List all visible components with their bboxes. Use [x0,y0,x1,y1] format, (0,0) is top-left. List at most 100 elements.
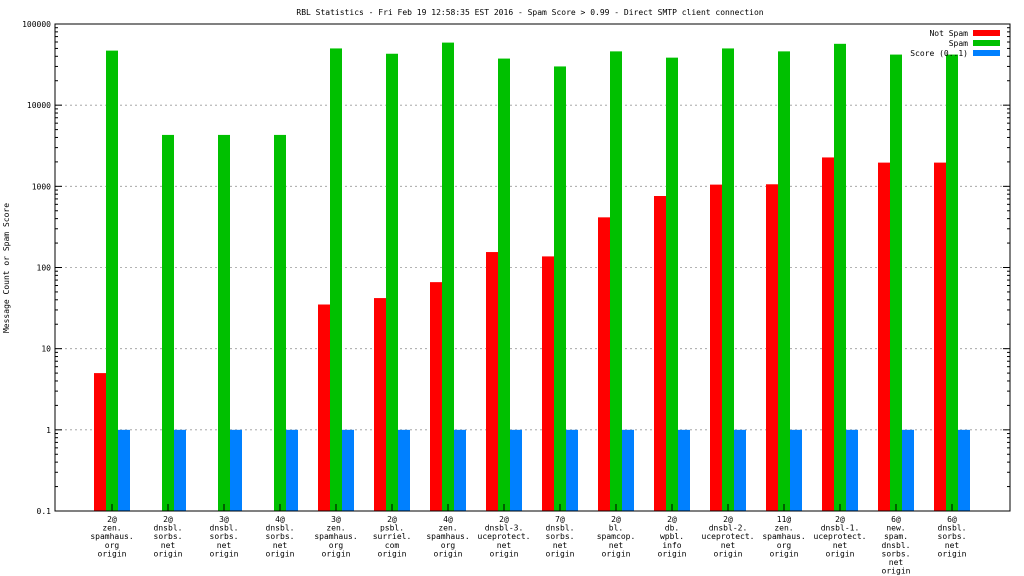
x-tick-label: 11@ zen. spamhaus. org origin [762,515,805,558]
bar-score-0-1 [902,429,914,511]
x-tick-label-line: 2@ [611,515,621,524]
y-tick-label: 0.1 [37,507,52,516]
x-tick-label-line: surriel. [373,532,412,541]
x-tick-label-line: net [553,541,568,550]
x-tick-label: 2@ dnsbl-3. uceprotect. net origin [478,515,531,558]
x-tick-label-line: zen. [438,524,457,533]
x-tick-label-line: origin [938,549,967,558]
x-tick-label-line: wpbl. [660,532,684,541]
grid-lines [55,104,1010,431]
bar-score-0-1 [286,429,298,511]
bar-score-0-1 [846,429,858,511]
x-tick-label-line: dnsbl-1. [821,524,860,533]
x-tick-label-line: 4@ [275,515,285,524]
x-tick-label-line: net [609,541,624,550]
bar-not-spam [374,298,386,511]
bar-spam [498,58,510,511]
x-tick-label-line: new. [886,524,905,533]
x-tick-label-line: org [777,541,792,550]
x-tick-label-line: dnsbl. [154,524,183,533]
x-tick-label-line: net [721,541,736,550]
y-tick-label: 1 [46,426,51,435]
x-tick-label-line: origin [826,549,855,558]
legend-swatch [973,30,1000,36]
bar-score-0-1 [734,429,746,511]
x-tick-label-line: 2@ [835,515,845,524]
x-tick-label-line: sorbs. [546,532,575,541]
x-tick-label-line: 6@ [891,515,901,524]
x-tick-label-line: org [329,541,344,550]
x-tick-label: 3@ dnsbl. sorbs. net origin [210,515,239,558]
x-tick-label-line: spam. [884,532,908,541]
bar-not-spam [766,184,778,511]
bar-spam [442,42,454,511]
legend-swatch [973,50,1000,56]
x-tick-label-line: net [497,541,512,550]
x-tick-label-line: 6@ [947,515,957,524]
bars [94,42,970,512]
x-tick-label: 2@ bl. spamcop. net origin [597,515,636,558]
x-tick-label: 2@ dnsbl-1. uceprotect. net origin [814,515,867,558]
chart-title: RBL Statistics - Fri Feb 19 12:58:35 EST… [296,8,763,17]
bar-score-0-1 [958,429,970,511]
x-tick-label-line: 2@ [387,515,397,524]
x-tick-label-line: net [889,558,904,567]
x-tick-label-line: dnsbl. [938,524,967,533]
bar-not-spam [934,162,946,511]
x-tick-label-line: origin [154,549,183,558]
x-tick-label: 2@ zen. spamhaus. org origin [90,515,133,558]
legend-label: Score (0..1) [910,49,968,58]
bar-score-0-1 [398,429,410,511]
bar-not-spam [878,162,890,511]
bar-spam [386,53,398,511]
x-tick-label: 7@ dnsbl. sorbs. net origin [546,515,575,558]
x-tick-label-line: origin [434,549,463,558]
y-axis-label: Message Count or Spam Score [2,203,11,333]
x-tick-label: 4@ zen. spamhaus. org origin [426,515,469,558]
x-tick-label-line: spamhaus. [90,532,133,541]
x-tick-label-line: 3@ [331,515,341,524]
x-tick-label-line: origin [210,549,239,558]
x-tick-label-line: 3@ [219,515,229,524]
bar-spam [778,51,790,511]
x-tick-label-line: origin [882,567,911,576]
x-tick-label-line: zen. [774,524,793,533]
bar-spam [330,48,342,512]
x-tick-label: 3@ zen. spamhaus. org origin [314,515,357,558]
bar-spam [106,50,118,512]
x-tick-label-line: uceprotect. [702,532,755,541]
bar-score-0-1 [790,429,802,511]
y-tick-label: 1000 [32,182,51,191]
x-tick-label-line: dnsbl. [882,541,911,550]
bar-score-0-1 [230,429,242,511]
x-tick-label-line: dnsbl. [210,524,239,533]
bar-score-0-1 [566,429,578,511]
x-tick-label-line: 7@ [555,515,565,524]
x-tick-label-line: dnsbl. [266,524,295,533]
x-tick-label-line: origin [378,549,407,558]
x-tick-label: 4@ dnsbl. sorbs. net origin [266,515,295,558]
x-tick-label-line: db. [665,524,679,533]
bar-not-spam [822,157,834,511]
bar-score-0-1 [678,429,690,511]
x-tick-label-line: spamcop. [597,532,636,541]
x-tick-label-line: origin [770,549,799,558]
bar-spam [890,54,902,512]
x-tick-label-line: com [385,541,400,550]
x-tick-label-line: origin [714,549,743,558]
x-tick-label-line: net [945,541,960,550]
x-tick-label: 2@ dnsbl. sorbs. net origin [154,515,183,558]
bar-not-spam [430,282,442,511]
x-tick-label-line: org [105,541,120,550]
x-tick-label-line: uceprotect. [478,532,531,541]
x-tick-label-line: zen. [102,524,121,533]
x-tick-label-line: 2@ [499,515,509,524]
x-tick-label-line: sorbs. [938,532,967,541]
x-tick-label-line: 2@ [667,515,677,524]
y-tick-label: 10000 [27,101,51,110]
bar-not-spam [318,304,330,511]
x-tick-label: 2@ psbl. surriel. com origin [373,515,412,558]
x-tick-label-line: origin [658,549,687,558]
